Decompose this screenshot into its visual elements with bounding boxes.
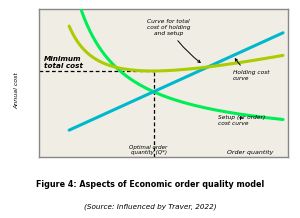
Text: Figure 4: Aspects of Economic order quality model: Figure 4: Aspects of Economic order qual…: [36, 180, 264, 189]
Text: Order quantity: Order quantity: [227, 150, 274, 155]
Text: (Source: Influenced by Traver, 2022): (Source: Influenced by Traver, 2022): [84, 204, 216, 210]
Text: Optimal order
quantity (Q*): Optimal order quantity (Q*): [129, 145, 168, 155]
Text: Setup (or order)
cost curve: Setup (or order) cost curve: [218, 116, 266, 126]
Text: Annual cost: Annual cost: [14, 72, 19, 109]
Text: Minimum
total cost: Minimum total cost: [44, 56, 83, 70]
Text: Curve for total
cost of holding
and setup: Curve for total cost of holding and setu…: [147, 19, 200, 63]
Text: Holding cost
curve: Holding cost curve: [233, 59, 270, 81]
